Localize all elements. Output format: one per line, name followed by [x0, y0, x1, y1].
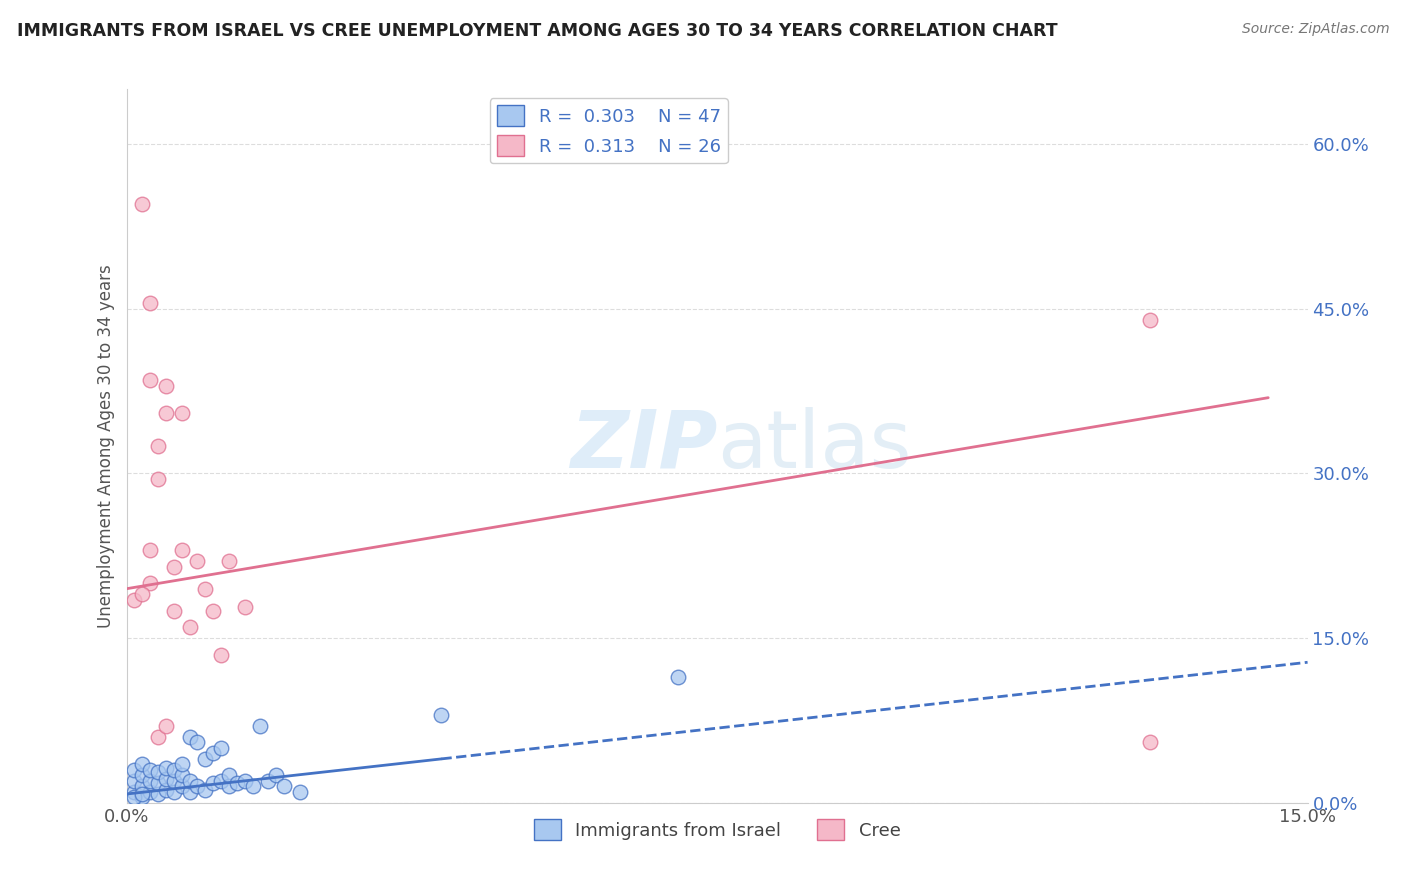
Point	[209, 740, 232, 755]
Text: ZIP: ZIP	[569, 407, 717, 485]
Point	[124, 785, 146, 799]
Point	[209, 773, 232, 788]
Point	[666, 669, 689, 683]
Point	[155, 772, 177, 786]
Point	[257, 773, 280, 788]
Point	[131, 587, 153, 601]
Point	[170, 768, 193, 782]
Point	[170, 543, 193, 558]
Point	[124, 790, 146, 805]
Point	[139, 296, 162, 310]
Point	[186, 735, 208, 749]
Point	[233, 600, 256, 615]
Point	[124, 763, 146, 777]
Point	[163, 763, 186, 777]
Point	[155, 782, 177, 797]
Point	[209, 648, 232, 662]
Point	[233, 773, 256, 788]
Point	[218, 768, 240, 782]
Point	[264, 768, 287, 782]
Point	[146, 787, 169, 801]
Point	[139, 373, 162, 387]
Point	[1139, 735, 1161, 749]
Point	[146, 439, 169, 453]
Text: atlas: atlas	[717, 407, 911, 485]
Point	[155, 406, 177, 420]
Point	[124, 773, 146, 788]
Point	[186, 780, 208, 794]
Point	[131, 787, 153, 801]
Point	[202, 776, 225, 790]
Point	[179, 730, 201, 744]
Point	[155, 761, 177, 775]
Point	[139, 543, 162, 558]
Point	[170, 406, 193, 420]
Point	[163, 559, 186, 574]
Text: IMMIGRANTS FROM ISRAEL VS CREE UNEMPLOYMENT AMONG AGES 30 TO 34 YEARS CORRELATIO: IMMIGRANTS FROM ISRAEL VS CREE UNEMPLOYM…	[17, 22, 1057, 40]
Point	[218, 554, 240, 568]
Point	[131, 197, 153, 211]
Point	[139, 576, 162, 591]
Point	[155, 719, 177, 733]
Point	[146, 776, 169, 790]
Y-axis label: Unemployment Among Ages 30 to 34 years: Unemployment Among Ages 30 to 34 years	[97, 264, 115, 628]
Point	[179, 620, 201, 634]
Point	[288, 785, 311, 799]
Point	[139, 763, 162, 777]
Point	[139, 773, 162, 788]
Point	[146, 765, 169, 780]
Point	[131, 757, 153, 772]
Point	[202, 747, 225, 761]
Point	[430, 708, 453, 723]
Point	[155, 378, 177, 392]
Point	[163, 773, 186, 788]
Point	[124, 592, 146, 607]
Point	[194, 582, 217, 596]
Point	[131, 780, 153, 794]
Point	[146, 472, 169, 486]
Point	[194, 782, 217, 797]
Point	[139, 785, 162, 799]
Point	[163, 604, 186, 618]
Point	[179, 785, 201, 799]
Point	[194, 752, 217, 766]
Point	[170, 780, 193, 794]
Point	[186, 554, 208, 568]
Point	[202, 604, 225, 618]
Point	[218, 780, 240, 794]
Point	[170, 757, 193, 772]
Point	[1139, 312, 1161, 326]
Point	[249, 719, 271, 733]
Point	[131, 768, 153, 782]
Point	[163, 785, 186, 799]
Point	[131, 790, 153, 805]
Legend: Immigrants from Israel, Cree: Immigrants from Israel, Cree	[526, 812, 908, 847]
Point	[242, 780, 264, 794]
Point	[273, 780, 295, 794]
Text: Source: ZipAtlas.com: Source: ZipAtlas.com	[1241, 22, 1389, 37]
Point	[179, 773, 201, 788]
Point	[146, 730, 169, 744]
Point	[225, 776, 247, 790]
